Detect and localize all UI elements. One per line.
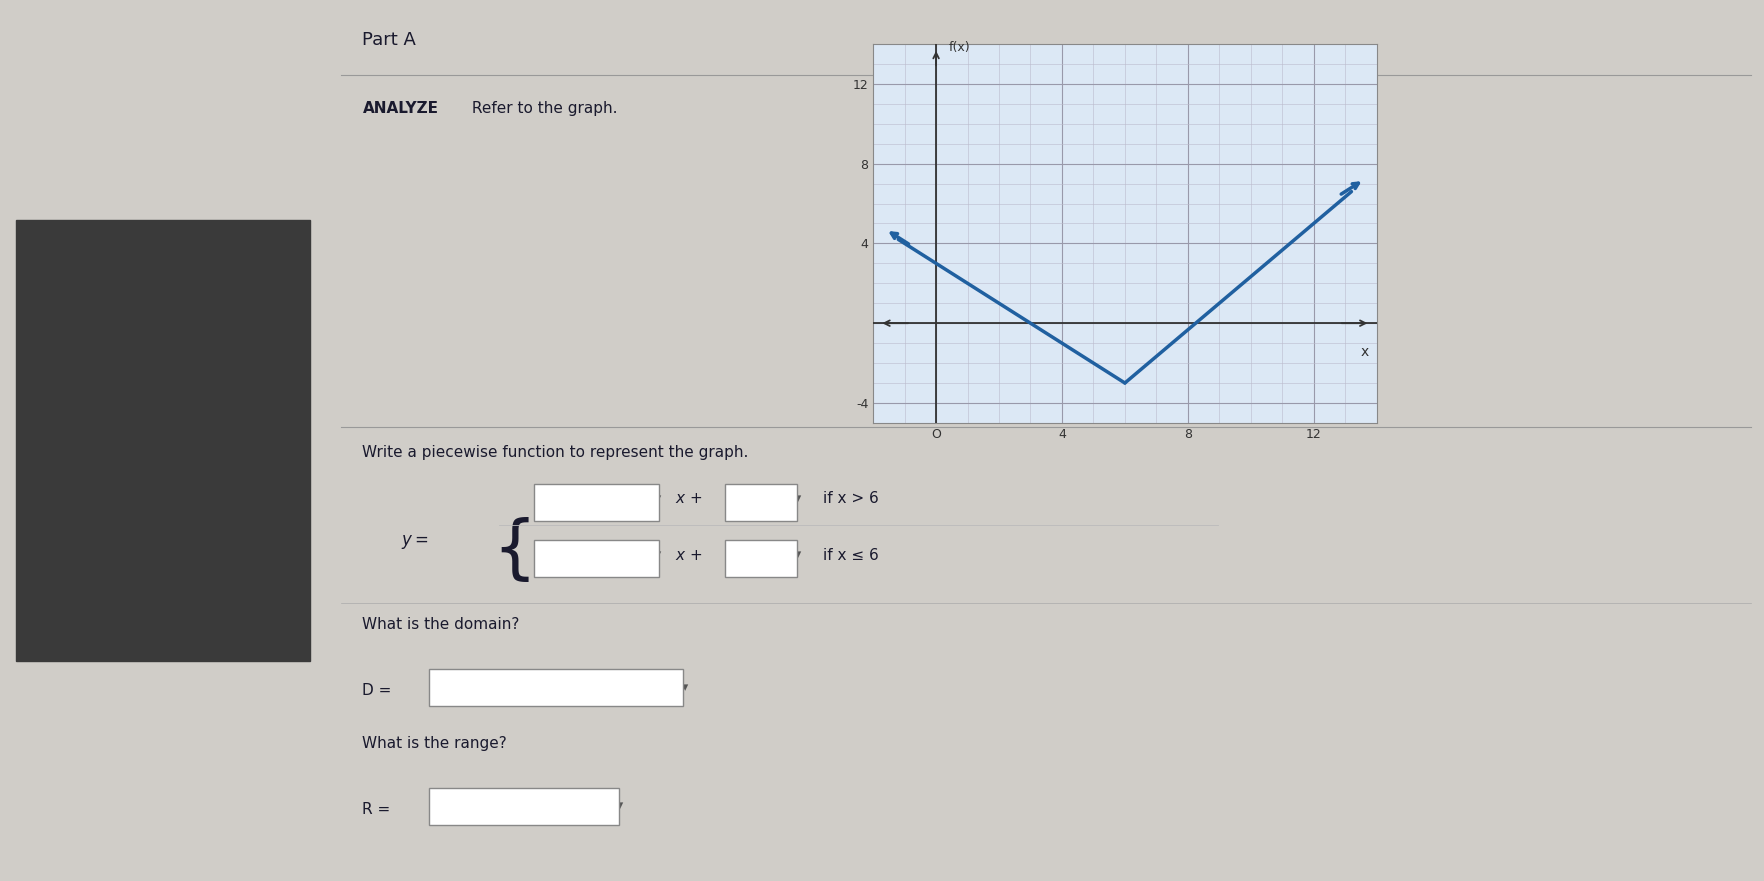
Text: ▾: ▾ [654, 549, 660, 561]
Text: 3: 3 [755, 491, 766, 507]
Text: $x$ +: $x$ + [674, 491, 702, 507]
Text: f(x) ≥ 6: f(x) ≥ 6 [475, 799, 529, 813]
Text: Write a piecewise function to represent the graph.: Write a piecewise function to represent … [362, 445, 748, 460]
FancyBboxPatch shape [725, 540, 797, 577]
Text: ▾: ▾ [796, 492, 801, 505]
Text: if x ≤ 6: if x ≤ 6 [822, 547, 878, 563]
Text: Refer to the graph.: Refer to the graph. [467, 101, 617, 116]
FancyBboxPatch shape [429, 669, 683, 706]
Text: R =: R = [362, 802, 395, 817]
FancyBboxPatch shape [429, 788, 617, 825]
Text: $y =$: $y =$ [400, 533, 429, 551]
Text: all real numbers: all real numbers [478, 680, 591, 694]
Text: 3: 3 [755, 547, 766, 563]
Text: ▾: ▾ [796, 549, 801, 561]
Text: {: { [492, 517, 536, 584]
Text: ANALYZE: ANALYZE [362, 101, 437, 116]
Text: ▾: ▾ [681, 681, 688, 693]
Text: What is the range?: What is the range? [362, 736, 506, 751]
Text: if x > 6: if x > 6 [822, 491, 878, 507]
Text: ▾: ▾ [654, 492, 660, 505]
Bar [16, 220, 310, 661]
FancyBboxPatch shape [533, 484, 658, 521]
Text: D =: D = [362, 683, 397, 698]
Text: x: x [1360, 345, 1369, 359]
Text: Part A: Part A [362, 31, 416, 48]
FancyBboxPatch shape [533, 540, 658, 577]
FancyBboxPatch shape [725, 484, 797, 521]
Text: $x$ +: $x$ + [674, 547, 702, 563]
Text: 0.5: 0.5 [575, 491, 600, 507]
Text: 2: 2 [584, 547, 593, 563]
Text: What is the domain?: What is the domain? [362, 617, 520, 632]
Text: ▾: ▾ [617, 800, 623, 812]
Text: f(x): f(x) [947, 41, 970, 54]
